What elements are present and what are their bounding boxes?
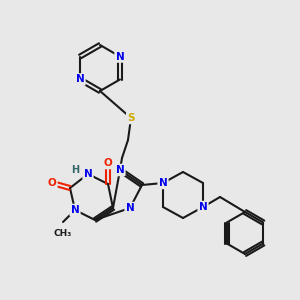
Text: N: N	[199, 202, 207, 212]
Text: N: N	[126, 203, 134, 213]
Text: O: O	[48, 178, 56, 188]
Text: N: N	[116, 165, 124, 175]
Text: O: O	[103, 158, 112, 168]
Text: CH₃: CH₃	[54, 229, 72, 238]
Text: N: N	[159, 178, 167, 188]
Text: H: H	[71, 165, 79, 175]
Text: N: N	[76, 74, 85, 85]
Text: N: N	[70, 205, 80, 215]
Text: S: S	[127, 113, 135, 123]
Text: N: N	[116, 52, 124, 61]
Text: N: N	[84, 169, 92, 179]
